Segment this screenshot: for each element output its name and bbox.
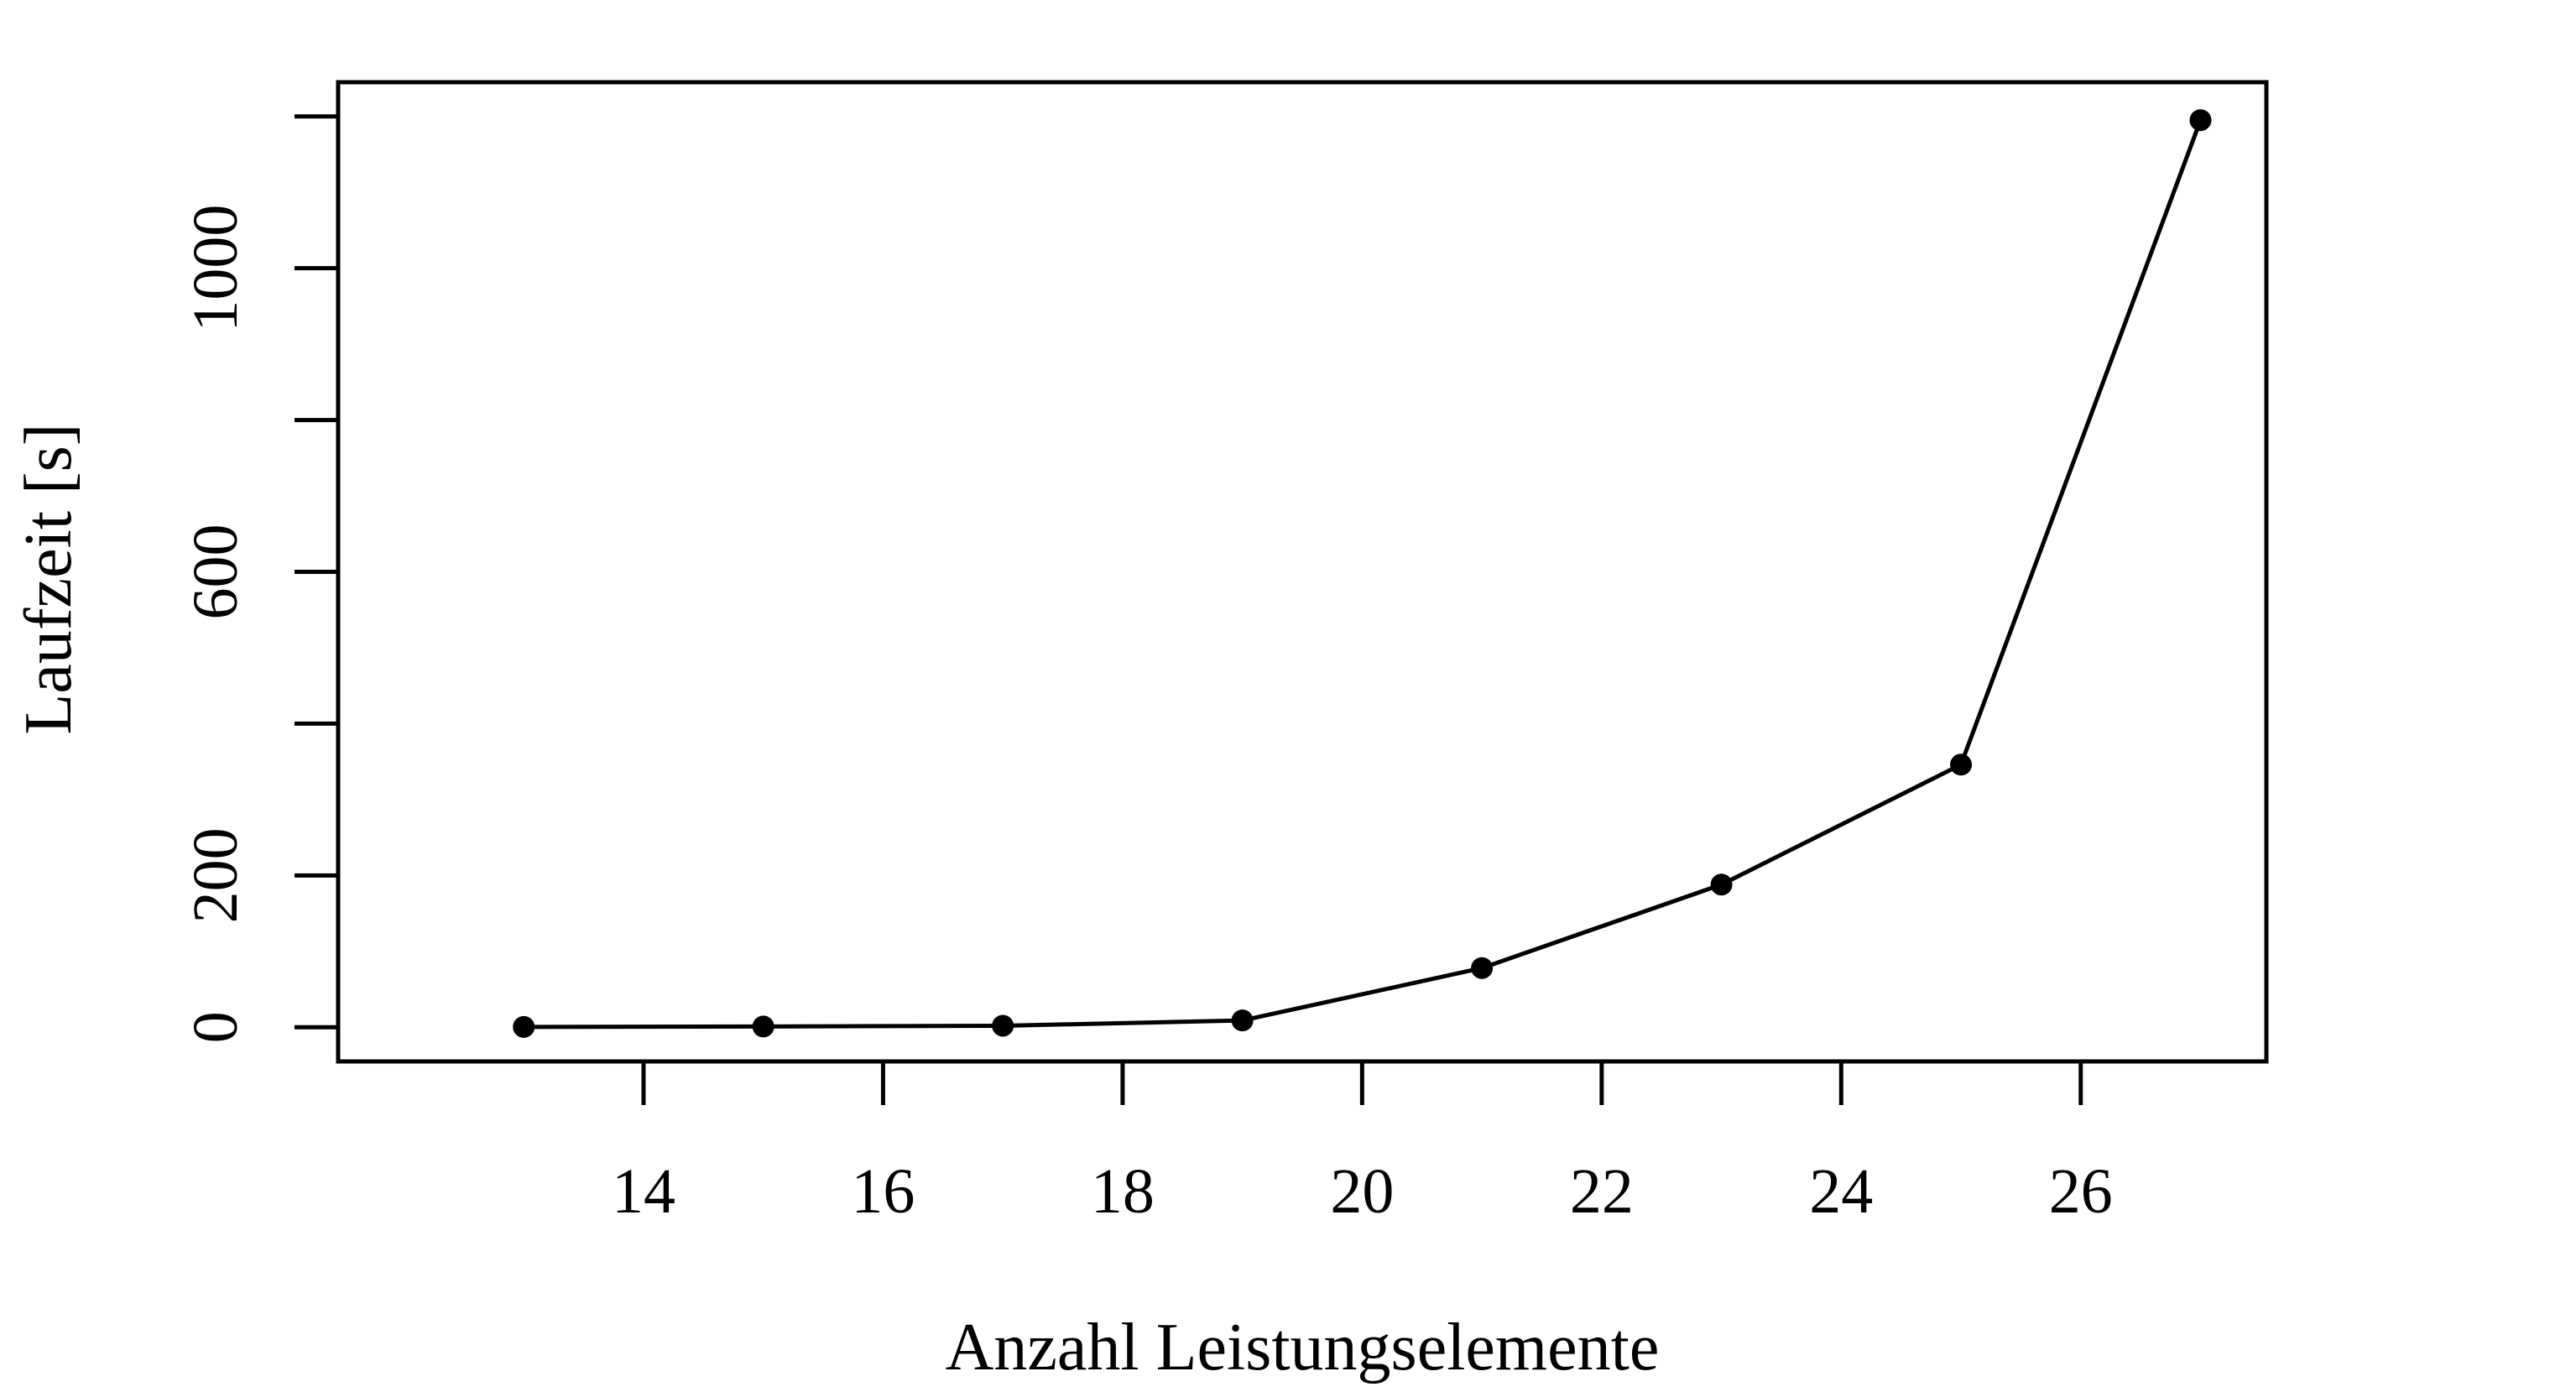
x-axis: 14 16 18 20 22 24 26 <box>612 1061 2113 1227</box>
y-tick-label: 1000 <box>180 205 251 332</box>
x-tick-label: 22 <box>1570 1156 1634 1227</box>
data-point <box>1950 753 1973 776</box>
x-tick-label: 14 <box>612 1156 675 1227</box>
x-tick-label: 18 <box>1091 1156 1155 1227</box>
x-axis-label: Anzahl Leistungselemente <box>946 1311 1660 1384</box>
x-tick-label: 16 <box>851 1156 915 1227</box>
x-tick-label: 24 <box>1809 1156 1873 1227</box>
y-axis: 0 200 600 1000 <box>180 114 338 1043</box>
y-tick-label: 0 <box>180 1011 251 1043</box>
data-point <box>513 1015 535 1038</box>
data-point <box>752 1015 774 1038</box>
x-tick-label: 26 <box>2049 1156 2113 1227</box>
plot-frame <box>336 80 2269 1064</box>
data-point <box>1471 957 1494 979</box>
y-tick-label: 200 <box>180 827 251 923</box>
y-tick-label: 600 <box>180 524 251 620</box>
data-point <box>1231 1009 1254 1032</box>
series-layer <box>513 109 2212 1038</box>
series-line <box>524 119 2203 1030</box>
x-tick-label: 20 <box>1330 1156 1394 1227</box>
data-point <box>2189 109 2212 132</box>
data-point <box>1710 873 1733 896</box>
y-axis-label: Laufzeit [s] <box>12 424 86 735</box>
data-point <box>992 1014 1014 1037</box>
